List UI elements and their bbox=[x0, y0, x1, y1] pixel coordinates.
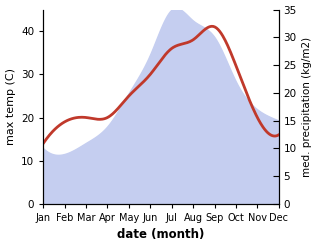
Y-axis label: med. precipitation (kg/m2): med. precipitation (kg/m2) bbox=[302, 37, 313, 177]
Y-axis label: max temp (C): max temp (C) bbox=[5, 68, 16, 145]
X-axis label: date (month): date (month) bbox=[117, 228, 205, 242]
